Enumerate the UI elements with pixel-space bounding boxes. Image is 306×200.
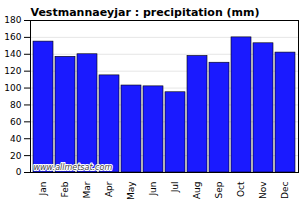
svg-text:Jul: Jul — [170, 182, 180, 194]
svg-text:80: 80 — [10, 100, 22, 110]
svg-text:Nov: Nov — [258, 181, 268, 199]
svg-text:0: 0 — [16, 167, 22, 177]
svg-text:140: 140 — [4, 49, 21, 59]
svg-text:40: 40 — [10, 134, 22, 144]
svg-text:Oct: Oct — [236, 181, 246, 197]
svg-text:120: 120 — [4, 66, 21, 76]
svg-text:Sep: Sep — [214, 181, 224, 198]
svg-text:180: 180 — [4, 15, 21, 25]
svg-text:160: 160 — [4, 32, 21, 42]
svg-text:Jun: Jun — [148, 182, 158, 197]
svg-text:100: 100 — [4, 83, 21, 93]
svg-text:Mar: Mar — [82, 181, 92, 198]
svg-text:Feb: Feb — [60, 181, 70, 197]
svg-text:60: 60 — [10, 117, 22, 127]
svg-text:Dec: Dec — [280, 181, 290, 198]
svg-text:Jan: Jan — [38, 182, 48, 197]
svg-text:20: 20 — [10, 150, 22, 160]
svg-text:Vestmannaeyjar : precipitation: Vestmannaeyjar : precipitation (mm) — [31, 6, 260, 19]
svg-text:Aug: Aug — [192, 182, 202, 200]
svg-text:May: May — [126, 181, 136, 200]
svg-text:Apr: Apr — [104, 181, 114, 197]
svg-text:www.allmetsat.com: www.allmetsat.com — [34, 163, 113, 172]
